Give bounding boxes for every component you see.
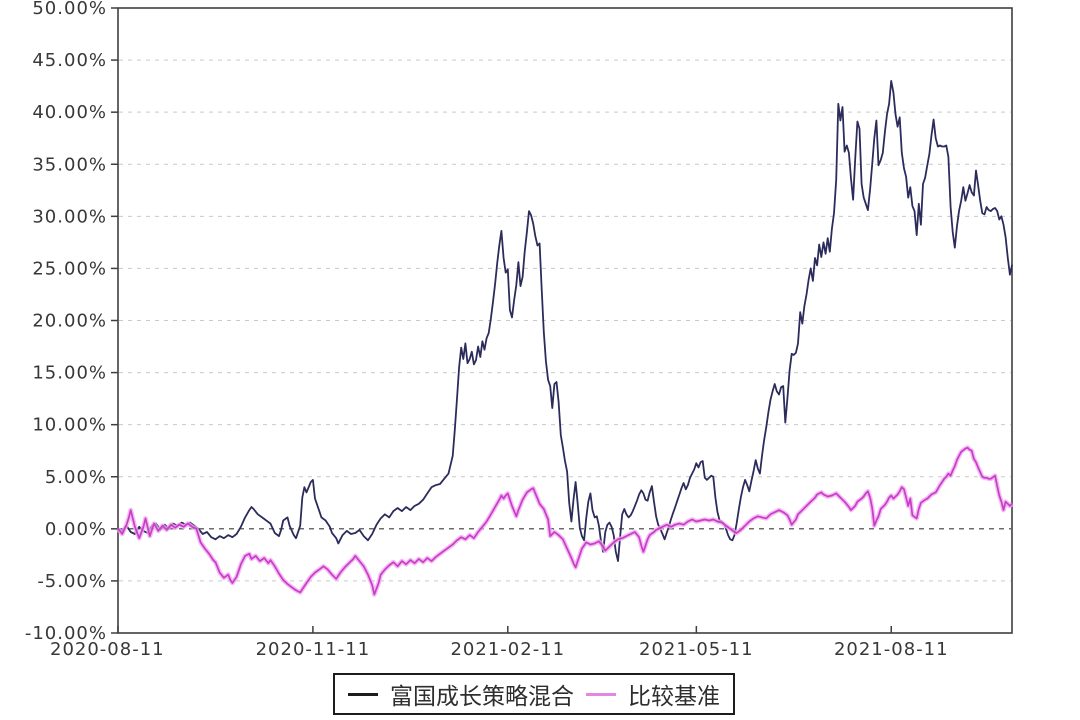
legend-benchmark-label: 比较基准 (628, 684, 720, 710)
legend-fund-label: 富国成长策略混合 (390, 684, 574, 710)
y-axis-tick-label: 40.00% (32, 102, 107, 123)
y-axis-tick-label: 45.00% (32, 50, 107, 71)
y-axis-tick-label: 30.00% (32, 206, 107, 227)
y-axis-tick-label: 50.00% (32, 0, 107, 19)
fund-line (117, 80, 1013, 562)
x-axis-tick-label: 2021-08-11 (834, 639, 949, 660)
benchmark-line-halo (116, 445, 1014, 597)
y-axis-tick-label: 10.00% (32, 415, 107, 436)
y-axis-tick-label: 15.00% (32, 363, 107, 384)
y-axis-tick-label: 5.00% (45, 467, 107, 488)
x-axis-tick-label: 2020-11-11 (256, 639, 371, 660)
y-axis-tick-label: 35.00% (32, 154, 107, 175)
x-axis-tick-label: 2021-02-11 (450, 639, 565, 660)
y-axis-tick-label: 20.00% (32, 311, 107, 332)
x-axis-tick-label: 2020-08-11 (50, 639, 165, 660)
y-axis-tick-label: -5.00% (37, 571, 107, 592)
benchmark-line (117, 446, 1013, 596)
y-axis-tick-label: -10.00% (25, 623, 107, 644)
y-axis-tick-label: 0.00% (45, 519, 107, 540)
benchmark-line-swatch (586, 692, 616, 696)
plot-border (117, 7, 1013, 634)
x-axis-tick-label: 2021-05-11 (639, 639, 754, 660)
y-axis-tick-label: 25.00% (32, 258, 107, 279)
chart-legend: 富国成长策略混合 比较基准 (333, 673, 735, 715)
fund-line-swatch (348, 692, 378, 696)
